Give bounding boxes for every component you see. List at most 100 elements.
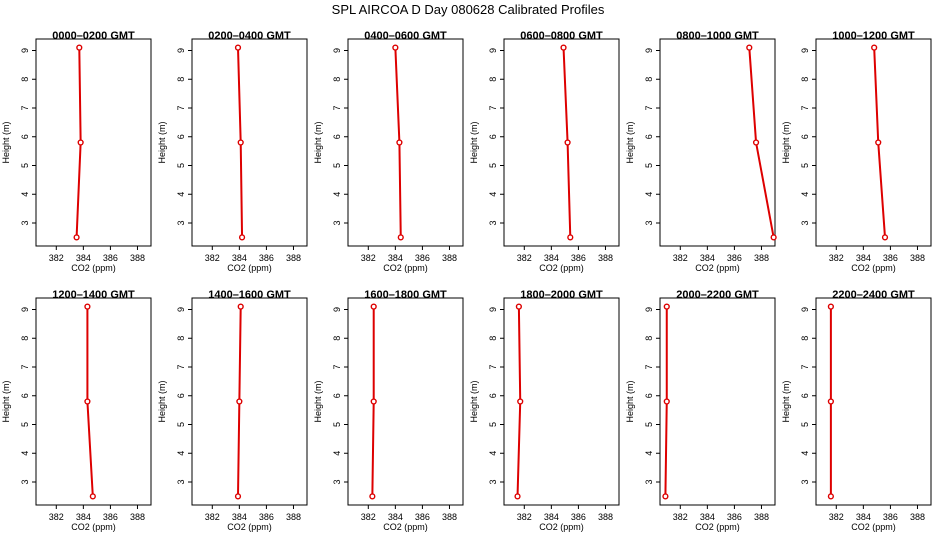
y-tick-label: 7 xyxy=(332,105,342,110)
y-tick-label: 4 xyxy=(20,192,30,197)
x-axis-label: CO2 (ppm) xyxy=(227,522,272,532)
y-tick-label: 7 xyxy=(800,364,810,369)
y-tick-label: 7 xyxy=(176,364,186,369)
data-point xyxy=(567,234,574,241)
y-tick-label: 6 xyxy=(488,393,498,398)
y-tick-label: 9 xyxy=(800,307,810,312)
data-point xyxy=(752,139,760,146)
data-point xyxy=(369,493,376,500)
data-point xyxy=(517,398,524,405)
x-tick-label: 388 xyxy=(286,253,301,263)
data-point xyxy=(77,139,84,146)
x-tick-label: 388 xyxy=(130,512,145,522)
data-point xyxy=(76,44,83,51)
x-tick-label: 384 xyxy=(232,512,247,522)
panel: 1600–1800 GMT 382 384 386 388 CO2 (ppm) 3 4 5 6 7 8… xyxy=(313,289,464,532)
panel-title: 0800–1000 GMT xyxy=(676,30,759,42)
y-tick-label: 9 xyxy=(332,307,342,312)
y-tick-label: 6 xyxy=(800,134,810,139)
y-tick-label: 4 xyxy=(644,192,654,197)
panel: 1200–1400 GMT 382 384 386 388 CO2 (ppm) 3 4 5 6 7 8… xyxy=(1,289,152,532)
panel: 0400–0600 GMT 382 384 386 388 CO2 (ppm) 3 4 5 6 7 8… xyxy=(313,30,464,273)
x-tick-label: 382 xyxy=(517,512,532,522)
panel-title: 1400–1600 GMT xyxy=(208,289,291,301)
data-point xyxy=(237,303,244,310)
data-point xyxy=(871,44,878,51)
x-tick-label: 382 xyxy=(361,253,376,263)
y-tick-label: 9 xyxy=(176,307,186,312)
plot-frame xyxy=(35,38,152,247)
data-point xyxy=(370,303,377,310)
panel: 0600–0800 GMT 382 384 386 388 CO2 (ppm) 3 4 5 6 7 8… xyxy=(469,30,620,273)
y-axis-label: Height (m) xyxy=(157,121,167,163)
data-point xyxy=(237,139,244,146)
y-tick-label: 6 xyxy=(332,393,342,398)
y-tick-label: 8 xyxy=(176,77,186,82)
y-tick-label: 6 xyxy=(644,393,654,398)
y-tick-label: 6 xyxy=(644,134,654,139)
figure-title: SPL AIRCOA D Day 080628 Calibrated Profi… xyxy=(332,2,605,17)
y-tick-label: 9 xyxy=(644,307,654,312)
y-tick-label: 7 xyxy=(800,105,810,110)
plot-frame xyxy=(659,38,776,247)
y-tick-label: 5 xyxy=(20,163,30,168)
panel: 1000–1200 GMT 382 384 386 388 CO2 (ppm) 3 4 5 6 7 8… xyxy=(781,30,932,273)
y-tick-label: 7 xyxy=(20,364,30,369)
y-tick-label: 3 xyxy=(20,220,30,225)
x-tick-label: 386 xyxy=(883,253,898,263)
data-point xyxy=(234,493,242,500)
plot-frame xyxy=(347,297,464,506)
x-tick-label: 382 xyxy=(205,512,220,522)
x-tick-label: 382 xyxy=(205,253,220,263)
y-tick-label: 8 xyxy=(176,336,186,341)
y-tick-label: 4 xyxy=(488,192,498,197)
y-tick-label: 8 xyxy=(332,77,342,82)
data-point xyxy=(84,398,91,405)
x-tick-label: 382 xyxy=(829,253,844,263)
x-tick-label: 384 xyxy=(232,253,247,263)
x-tick-label: 382 xyxy=(49,512,64,522)
panel: 1800–2000 GMT 382 384 386 388 CO2 (ppm) 3 4 5 6 7 8… xyxy=(469,289,620,532)
y-tick-label: 9 xyxy=(488,307,498,312)
y-axis-label: Height (m) xyxy=(469,380,479,422)
y-tick-label: 4 xyxy=(176,451,186,456)
y-tick-label: 9 xyxy=(20,48,30,53)
x-axis-label: CO2 (ppm) xyxy=(71,263,116,273)
x-tick-label: 386 xyxy=(259,253,274,263)
x-tick-label: 384 xyxy=(76,512,91,522)
data-point xyxy=(515,303,522,310)
y-tick-label: 3 xyxy=(800,479,810,484)
x-tick-label: 386 xyxy=(727,253,742,263)
y-tick-label: 4 xyxy=(332,192,342,197)
x-tick-label: 388 xyxy=(754,512,769,522)
y-axis-label: Height (m) xyxy=(157,380,167,422)
y-tick-label: 6 xyxy=(800,393,810,398)
panel: 0800–1000 GMT 382 384 386 388 CO2 (ppm) 3 4 5 6 7 8… xyxy=(625,30,777,273)
panel: 2000–2200 GMT 382 384 386 388 CO2 (ppm) 3 4 5 6 7 8… xyxy=(625,289,776,532)
plot-frame xyxy=(35,297,152,506)
plot-frame xyxy=(815,297,932,506)
y-tick-label: 6 xyxy=(488,134,498,139)
y-tick-label: 6 xyxy=(20,134,30,139)
y-tick-label: 5 xyxy=(644,163,654,168)
data-point xyxy=(73,234,80,241)
y-tick-label: 9 xyxy=(644,48,654,53)
x-tick-label: 384 xyxy=(544,253,559,263)
x-tick-label: 388 xyxy=(910,253,925,263)
y-tick-label: 5 xyxy=(800,422,810,427)
panel-title: 0400–0600 GMT xyxy=(364,30,447,42)
x-tick-label: 386 xyxy=(727,512,742,522)
panel-title: 2200–2400 GMT xyxy=(832,289,915,301)
data-point xyxy=(238,234,246,241)
x-tick-label: 388 xyxy=(130,253,145,263)
panel-title: 0000–0200 GMT xyxy=(52,30,135,42)
panel: 0200–0400 GMT 382 384 386 388 CO2 (ppm) 3 4 5 6 7 8… xyxy=(157,30,308,273)
y-tick-label: 4 xyxy=(800,451,810,456)
y-axis-label: Height (m) xyxy=(625,121,635,163)
y-tick-label: 4 xyxy=(644,451,654,456)
y-tick-label: 9 xyxy=(332,48,342,53)
y-tick-label: 7 xyxy=(644,105,654,110)
x-tick-label: 384 xyxy=(856,253,871,263)
data-point xyxy=(89,493,96,500)
y-tick-label: 8 xyxy=(488,77,498,82)
